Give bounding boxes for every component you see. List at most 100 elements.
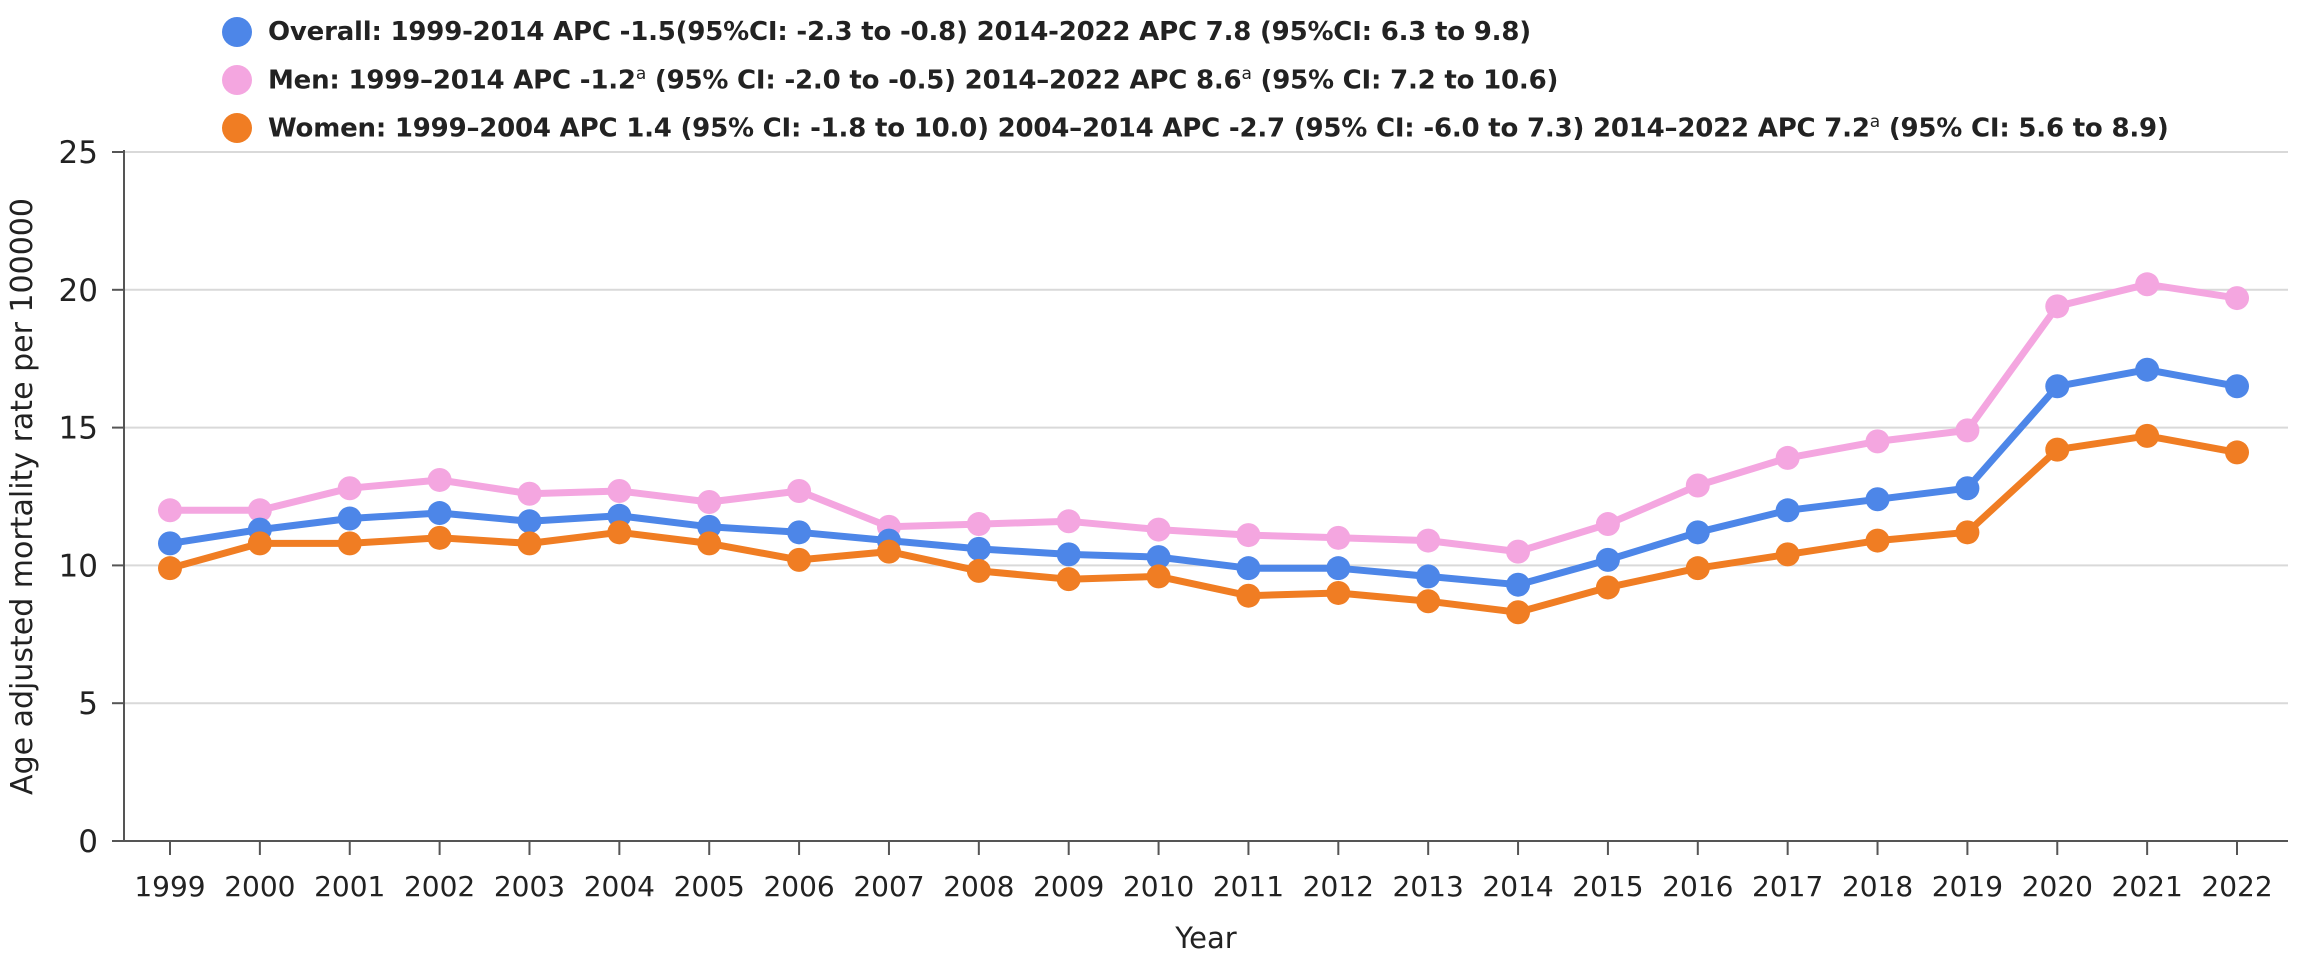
- legend-superscript: a: [1869, 112, 1880, 133]
- data-point-men-2008: [966, 512, 991, 537]
- x-tick-label: 2014: [1482, 870, 1553, 903]
- x-tick-label: 2005: [674, 870, 745, 903]
- legend: Overall: 1999-2014 APC -1.5(95%CI: -2.3 …: [222, 8, 2169, 152]
- data-point-women-2004: [607, 520, 632, 545]
- x-tick-label: 2013: [1393, 870, 1464, 903]
- x-tick-label: 2006: [763, 870, 834, 903]
- data-point-women-2012: [1326, 580, 1351, 605]
- data-point-men-2013: [1416, 528, 1441, 553]
- legend-text-part: (95% CI: 7.2 to 10.6): [1251, 65, 1559, 96]
- data-point-men-2021: [2135, 272, 2160, 297]
- data-point-overall-2017: [1775, 498, 1800, 523]
- data-point-men-2001: [337, 476, 362, 501]
- data-point-overall-2001: [337, 506, 362, 531]
- y-tick-label: 25: [59, 135, 98, 171]
- legend-label-overall: Overall: 1999-2014 APC -1.5(95%CI: -2.3 …: [268, 17, 1531, 47]
- data-point-women-2015: [1595, 575, 1620, 600]
- data-point-women-2011: [1236, 583, 1261, 608]
- data-point-men-1999: [158, 498, 182, 523]
- data-point-women-2001: [337, 531, 362, 556]
- legend-marker-men: [222, 65, 252, 95]
- data-point-men-2014: [1506, 539, 1531, 564]
- data-point-women-2010: [1146, 564, 1171, 589]
- data-point-women-2009: [1056, 567, 1081, 592]
- data-point-men-2016: [1685, 473, 1710, 498]
- x-tick-label: 2001: [314, 870, 385, 903]
- data-point-men-2019: [1955, 418, 1980, 443]
- x-tick-label: 2011: [1213, 870, 1284, 903]
- y-tick-label: 20: [59, 273, 98, 309]
- data-point-overall-2005: [697, 514, 722, 539]
- data-point-men-2018: [1865, 429, 1890, 454]
- data-point-men-2000: [247, 498, 272, 523]
- data-point-overall-2019: [1955, 476, 1980, 501]
- y-tick-label: 15: [59, 411, 98, 447]
- data-point-overall-2021: [2135, 357, 2160, 382]
- x-tick-label: 2022: [2201, 870, 2272, 903]
- x-tick-label: 2020: [2022, 870, 2093, 903]
- legend-superscript: a: [635, 64, 647, 85]
- data-point-overall-2008: [966, 536, 991, 561]
- y-tick-label: 5: [78, 686, 98, 722]
- data-point-women-2002: [427, 525, 452, 550]
- x-tick-label: 2004: [584, 870, 655, 903]
- x-tick-label: 2002: [404, 870, 475, 903]
- data-point-overall-2015: [1595, 547, 1620, 572]
- data-point-overall-2004: [607, 503, 632, 528]
- legend-marker-women: [222, 113, 252, 143]
- x-tick-label: 2007: [853, 870, 924, 903]
- x-axis-title: Year: [1174, 921, 1236, 955]
- legend-superscript: a: [1241, 64, 1252, 85]
- data-point-overall-2011: [1236, 556, 1261, 581]
- data-point-men-2011: [1236, 523, 1261, 548]
- data-point-overall-2018: [1865, 487, 1890, 512]
- x-tick-label: 2008: [943, 870, 1014, 903]
- x-tick-label: 2016: [1662, 870, 1733, 903]
- data-point-women-2016: [1685, 556, 1710, 581]
- legend-label-men: Men: 1999–2014 APC -1.2a (95% CI: -2.0 t…: [268, 64, 1558, 96]
- legend-text-part: (95% CI: 5.6 to 8.9): [1879, 113, 2169, 144]
- data-point-women-2014: [1506, 600, 1531, 625]
- data-point-men-2012: [1326, 525, 1351, 550]
- data-point-men-2015: [1595, 512, 1620, 537]
- x-tick-label: 2009: [1033, 870, 1104, 903]
- data-point-men-2004: [607, 478, 632, 503]
- data-point-overall-2002: [427, 501, 452, 526]
- data-point-women-2008: [966, 558, 991, 583]
- legend-text-part: Men: 1999–2014 APC -1.2: [268, 65, 636, 96]
- data-point-overall-2009: [1056, 542, 1081, 567]
- data-point-women-2000: [247, 531, 272, 556]
- x-tick-label: 2015: [1572, 870, 1643, 903]
- data-point-overall-2006: [787, 520, 812, 545]
- x-tick-label: 2000: [224, 870, 295, 903]
- data-point-overall-2003: [517, 509, 542, 534]
- x-tick-label: 2017: [1752, 870, 1823, 903]
- data-point-overall-1999: [158, 531, 182, 556]
- data-point-men-2022: [2225, 286, 2250, 311]
- x-tick-label: 2021: [2112, 870, 2183, 903]
- data-point-men-2020: [2045, 294, 2070, 319]
- data-point-men-2003: [517, 481, 542, 506]
- data-point-men-2006: [787, 478, 812, 503]
- data-point-men-2005: [697, 490, 722, 515]
- x-tick-label: 1999: [134, 870, 205, 903]
- x-tick-label: 2010: [1123, 870, 1194, 903]
- data-point-overall-2020: [2045, 374, 2070, 399]
- legend-text-part: Overall: 1999-2014 APC -1.5(95%CI: -2.3 …: [268, 17, 1531, 47]
- x-tick-label: 2019: [1932, 870, 2003, 903]
- y-tick-label: 10: [59, 548, 98, 584]
- data-point-men-2010: [1146, 517, 1171, 542]
- legend-text-part: (95% CI: -2.0 to -0.5) 2014–2022 APC 8.6: [646, 65, 1242, 96]
- x-tick-label: 2012: [1303, 870, 1374, 903]
- y-axis-title: Age adjusted mortality rate per 100000: [5, 198, 40, 795]
- data-point-women-2007: [876, 539, 901, 564]
- data-point-overall-2010: [1146, 545, 1171, 570]
- data-point-overall-2016: [1685, 520, 1710, 545]
- data-point-men-2002: [427, 467, 452, 492]
- data-point-women-2013: [1416, 589, 1441, 614]
- legend-text-part: Women: 1999–2004 APC 1.4 (95% CI: -1.8 t…: [268, 113, 1870, 144]
- data-point-women-2022: [2225, 440, 2250, 465]
- series-line-overall: [166, 366, 2241, 589]
